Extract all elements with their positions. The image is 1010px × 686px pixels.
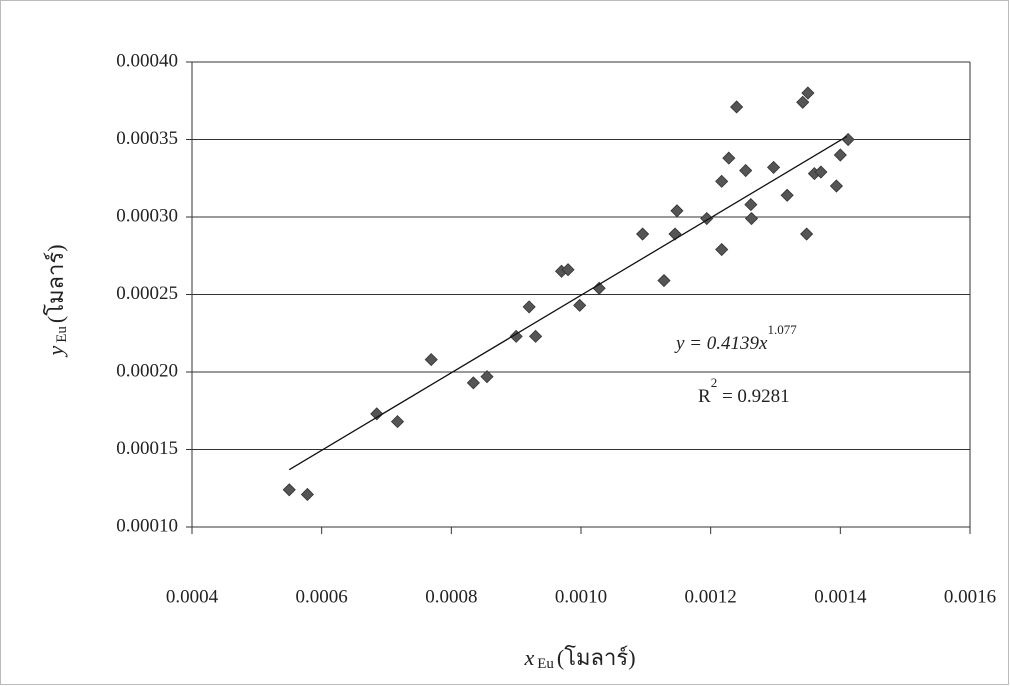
- y-tick-label: 0.00040: [116, 50, 178, 71]
- x-tick-label: 0.0014: [814, 586, 867, 607]
- equation-exponent: 1.077: [767, 322, 797, 337]
- x-tick-label: 0.0010: [555, 586, 607, 607]
- y-subscript: Eu: [54, 326, 70, 343]
- y-tick-label: 0.00035: [116, 128, 178, 149]
- x-tick-label: 0.0008: [425, 586, 477, 607]
- x-tick-label: 0.0012: [685, 586, 737, 607]
- y-tick-label: 0.00010: [116, 515, 178, 536]
- x-tick-label: 0.0016: [944, 586, 996, 607]
- r-value: = 0.9281: [717, 386, 789, 407]
- y-symbol: y: [43, 346, 68, 358]
- chart: yEu(โมลาร์) xEu(โมลาร์) y = 0.4139x1.077…: [0, 0, 1010, 686]
- equation-text: y = 0.4139x: [674, 333, 768, 354]
- x-subscript: Eu: [537, 656, 554, 672]
- x-tick-label: 0.0004: [166, 586, 219, 607]
- y-tick-label: 0.00030: [116, 205, 178, 226]
- y-tick-label: 0.00020: [116, 360, 178, 381]
- x-symbol: x: [523, 645, 534, 670]
- chart-frame: [1, 1, 1009, 685]
- y-tick-label: 0.00015: [116, 438, 178, 459]
- x-tick-label: 0.0006: [296, 586, 348, 607]
- x-unit: (โมลาร์): [557, 645, 636, 670]
- y-tick-label: 0.00025: [116, 283, 178, 304]
- r-text: R: [698, 386, 711, 407]
- y-unit: (โมลาร์): [43, 244, 68, 323]
